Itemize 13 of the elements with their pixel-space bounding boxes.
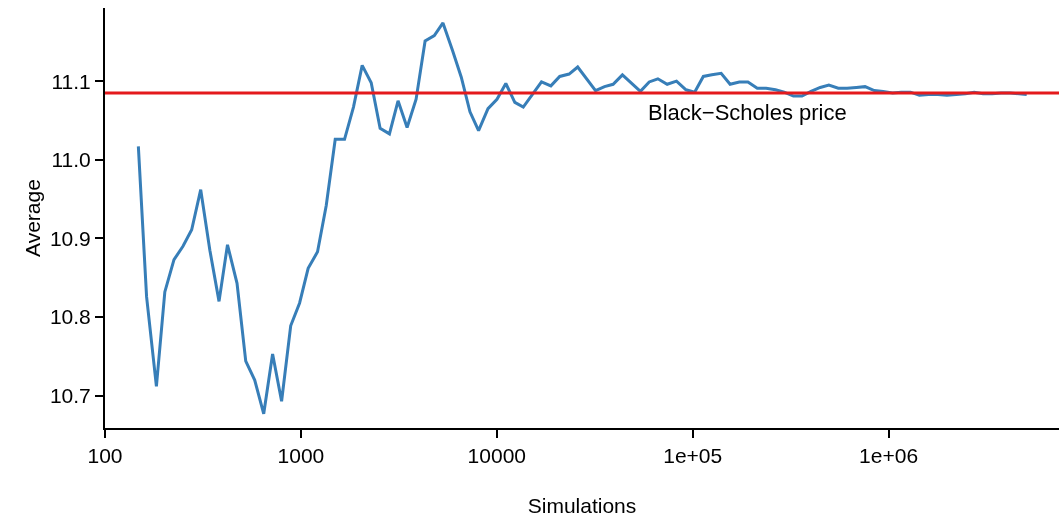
x-tick-label: 10000 [467, 444, 526, 468]
y-tick-label: 10.8 [49, 305, 91, 329]
ref-line-label: Black−Scholes price [648, 100, 847, 125]
x-tick-label: 100 [87, 444, 123, 468]
y-tick-label: 10.9 [49, 226, 91, 250]
x-tick-label: 1e+06 [859, 444, 919, 468]
y-tick-label: 10.7 [49, 384, 91, 408]
y-tick-label: 11.1 [51, 69, 91, 93]
x-axis-title: Simulations [527, 493, 637, 517]
x-tick-label: 1e+05 [663, 444, 723, 468]
y-tick-label: 11.0 [51, 148, 91, 172]
x-tick-label: 1000 [277, 444, 325, 468]
y-axis-title: Average [20, 179, 44, 257]
